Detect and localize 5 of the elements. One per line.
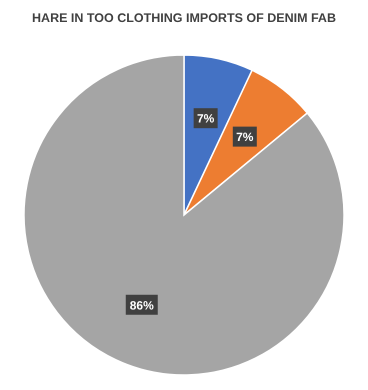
- data-label: 7%: [196, 112, 215, 126]
- data-label: 86%: [130, 298, 154, 312]
- pie-slice: [23, 54, 345, 376]
- chart-title: HARE IN TOO CLOTHING IMPORTS OF DENIM FAB: [32, 11, 336, 25]
- data-label: 7%: [236, 130, 254, 144]
